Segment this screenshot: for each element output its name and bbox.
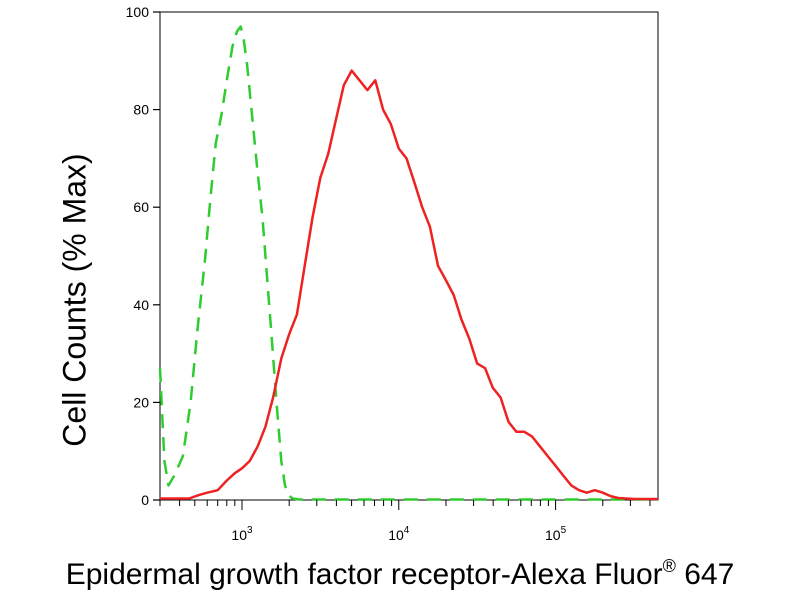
plot-frame xyxy=(159,11,659,501)
y-tick-label: 100 xyxy=(126,4,150,20)
y-tick-label: 60 xyxy=(133,199,149,215)
x-axis-title-suffix: 647 xyxy=(684,558,735,591)
x-axis-title-main: Epidermal growth factor receptor-Alexa F… xyxy=(65,558,663,591)
y-tick-label: 20 xyxy=(133,394,149,410)
y-axis-ticks: 0 20 40 60 80 100 xyxy=(126,4,160,508)
x-tick-label: 105 xyxy=(545,525,567,543)
series-layer xyxy=(158,25,658,501)
registered-mark: ® xyxy=(662,556,676,576)
x-axis-ticks: 103 104 105 xyxy=(159,500,651,543)
x-tick-label: 104 xyxy=(388,525,410,543)
x-axis-title: Epidermal growth factor receptor-Alexa F… xyxy=(0,556,800,592)
y-tick-label: 0 xyxy=(141,492,149,508)
y-tick-label: 80 xyxy=(133,102,149,118)
y-axis-title: Cell Counts (% Max) xyxy=(56,153,93,447)
series-line-2 xyxy=(160,69,658,501)
x-axis-title-spacer xyxy=(676,558,684,591)
series-line-1 xyxy=(158,25,658,501)
x-tick-label: 103 xyxy=(231,525,253,543)
y-tick-label: 40 xyxy=(133,297,149,313)
